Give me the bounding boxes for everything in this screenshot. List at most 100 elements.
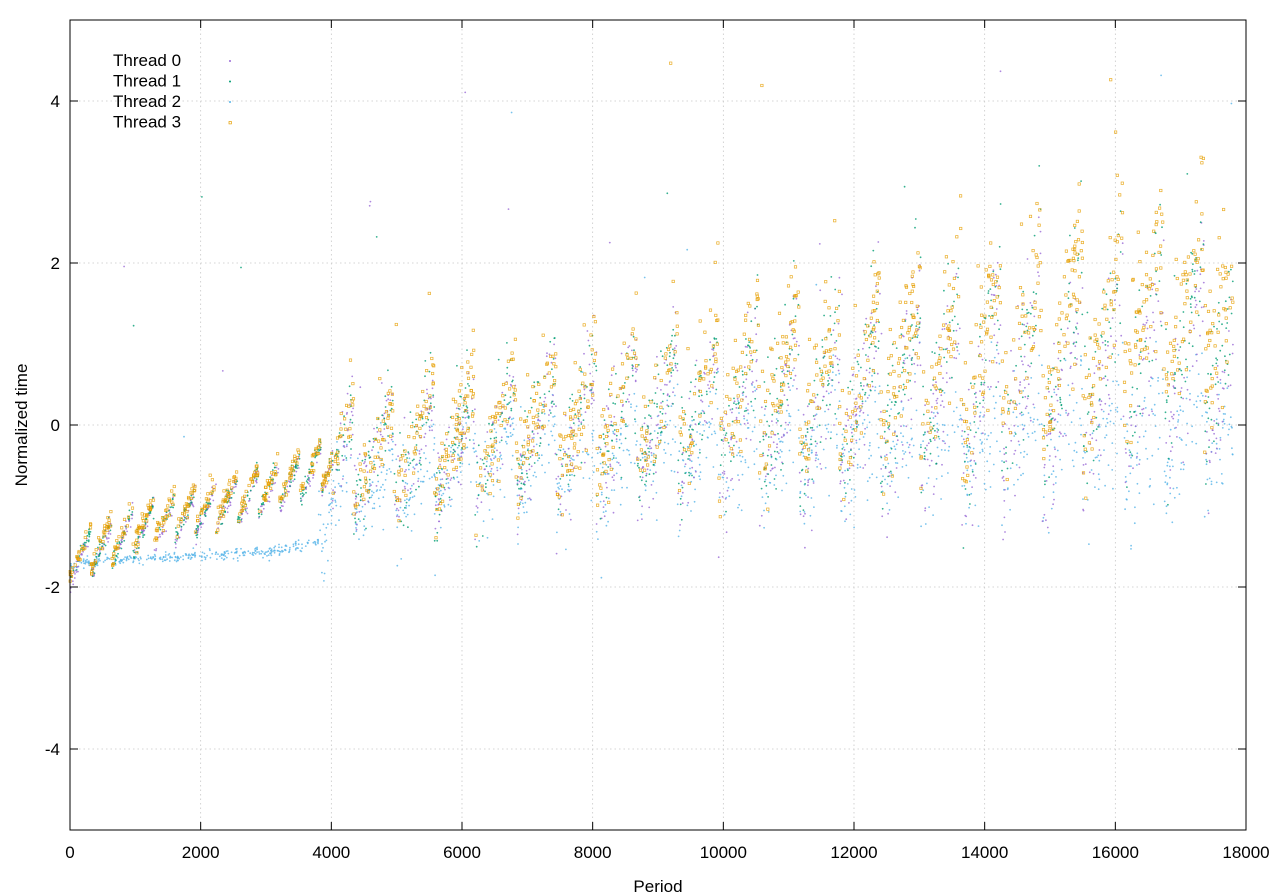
data-point	[902, 388, 905, 391]
data-point	[1121, 242, 1124, 245]
data-point	[305, 480, 308, 482]
data-point	[821, 399, 824, 402]
data-point	[993, 407, 996, 410]
data-point	[321, 571, 323, 574]
data-point	[794, 374, 797, 377]
data-point	[828, 377, 831, 379]
data-point	[1038, 275, 1040, 277]
data-point	[571, 458, 574, 461]
data-point	[657, 373, 660, 376]
data-point	[570, 488, 572, 491]
data-point	[751, 430, 754, 433]
data-point	[718, 496, 721, 499]
data-point	[930, 459, 933, 462]
data-point	[838, 304, 840, 307]
data-point	[584, 411, 587, 413]
data-point	[159, 528, 162, 531]
data-point	[676, 383, 679, 386]
data-point	[459, 465, 461, 468]
data-point	[749, 439, 752, 441]
data-point	[717, 370, 719, 373]
data-point	[553, 343, 555, 346]
data-point	[579, 439, 581, 442]
data-point	[102, 561, 105, 563]
data-point	[769, 392, 771, 395]
data-point	[631, 349, 633, 352]
data-point	[884, 478, 886, 481]
data-point	[692, 392, 697, 396]
data-point	[125, 558, 128, 561]
data-point	[404, 453, 407, 456]
data-point	[1019, 384, 1021, 386]
data-point	[539, 442, 542, 445]
data-point	[1186, 366, 1189, 368]
data-point	[849, 513, 852, 516]
data-point	[107, 541, 109, 543]
data-point	[491, 454, 494, 456]
data-point	[107, 537, 110, 540]
data-point	[1037, 271, 1039, 274]
data-point	[541, 412, 543, 414]
data-point	[396, 507, 398, 510]
data-point	[934, 429, 936, 432]
data-point	[823, 314, 825, 317]
data-point	[775, 418, 778, 420]
data-point	[1037, 216, 1040, 219]
data-point	[492, 495, 495, 498]
data-point	[847, 419, 850, 421]
data-point	[354, 517, 356, 520]
data-point	[1213, 432, 1215, 435]
data-point	[870, 330, 873, 333]
data-point	[650, 417, 653, 420]
data-point	[525, 469, 528, 472]
data-point	[1033, 418, 1035, 421]
data-point	[606, 450, 609, 452]
data-point	[169, 511, 171, 514]
data-point	[1188, 342, 1191, 345]
data-point	[845, 424, 847, 427]
data-point	[1221, 370, 1224, 373]
data-point	[707, 384, 709, 386]
data-point	[690, 454, 692, 457]
data-point	[161, 532, 163, 534]
data-point	[1227, 270, 1230, 273]
data-point	[434, 527, 437, 530]
data-point	[865, 317, 868, 320]
data-point	[720, 454, 723, 456]
data-point	[705, 456, 708, 459]
data-point	[332, 497, 334, 500]
data-point	[407, 489, 409, 492]
data-point	[258, 512, 260, 515]
data-point	[268, 559, 271, 562]
data-point	[746, 409, 749, 411]
data-point	[837, 381, 840, 384]
data-point	[694, 378, 697, 381]
data-point	[187, 514, 189, 516]
data-point	[627, 449, 630, 452]
data-point	[974, 504, 977, 507]
data-point	[979, 402, 981, 405]
data-point	[464, 416, 467, 419]
data-point	[92, 552, 96, 556]
data-point	[546, 373, 549, 375]
data-point	[465, 437, 467, 440]
data-point	[1216, 393, 1219, 396]
data-point	[1048, 476, 1050, 479]
data-point	[390, 438, 393, 441]
data-point	[918, 326, 921, 329]
data-point	[483, 468, 486, 471]
data-point	[618, 438, 621, 441]
data-point	[557, 475, 560, 478]
data-point	[1024, 386, 1026, 389]
data-point	[354, 505, 358, 509]
data-point	[296, 467, 298, 470]
data-point	[440, 467, 443, 470]
data-point	[309, 480, 311, 483]
data-point	[404, 506, 406, 509]
data-point	[897, 496, 900, 499]
data-point	[728, 495, 731, 498]
data-point	[620, 478, 622, 481]
data-point	[569, 474, 571, 476]
data-point	[486, 431, 489, 433]
data-point	[888, 428, 891, 431]
